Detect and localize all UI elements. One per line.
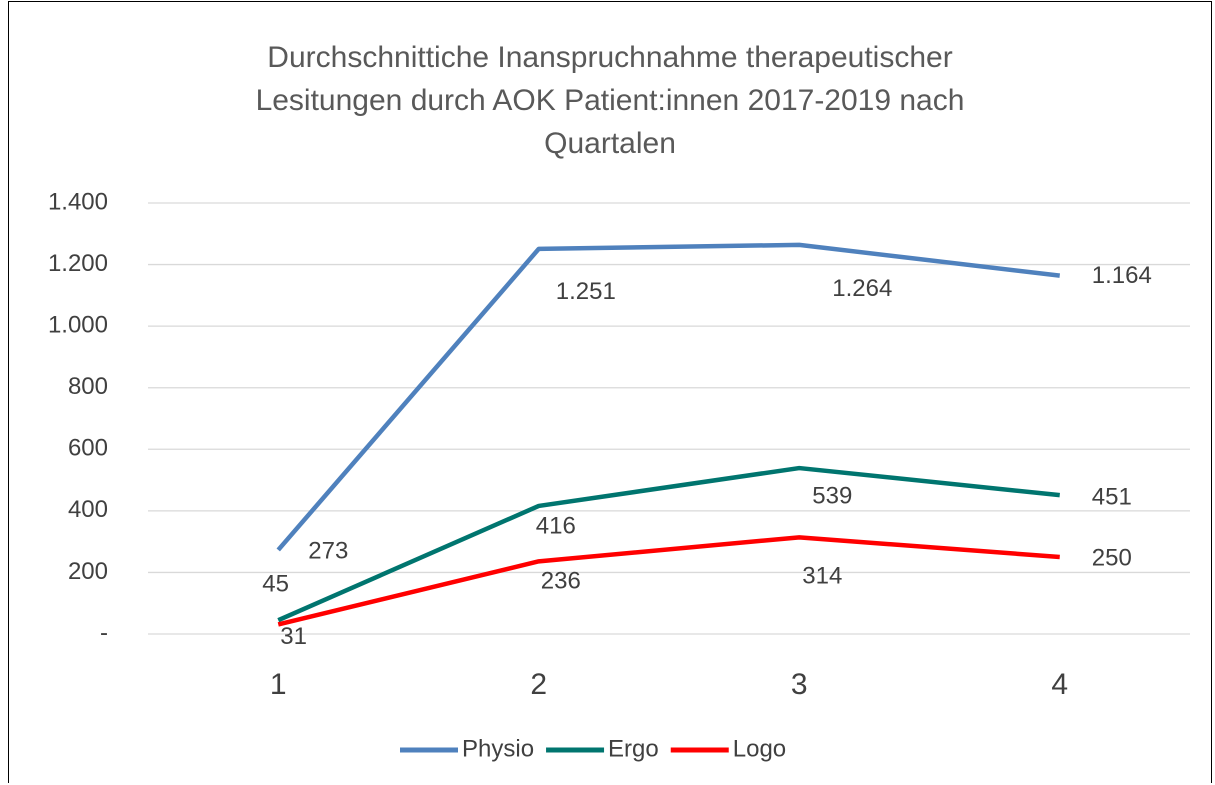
legend-label: Ergo (608, 735, 659, 762)
data-label: 314 (802, 563, 842, 590)
legend-label: Physio (462, 735, 534, 762)
data-label: 273 (308, 537, 348, 564)
data-label: 451 (1092, 484, 1132, 511)
data-label: 1.264 (832, 275, 892, 302)
data-label: 539 (812, 482, 852, 509)
data-label: 416 (536, 512, 576, 539)
chart-title: Durchschnittiche Inanspruchnahme therape… (255, 41, 965, 160)
x-tick-label: 3 (791, 668, 808, 701)
y-tick-label: 1.400 (48, 188, 108, 215)
chart-frame (8, 1, 1212, 783)
y-tick-label: 800 (68, 373, 108, 400)
x-tick-label: 2 (530, 668, 547, 701)
series-line (276, 242, 1061, 552)
data-label: 1.164 (1092, 262, 1152, 289)
x-tick-label: 1 (270, 668, 287, 701)
data-label: 45 (262, 570, 289, 597)
series-line (277, 465, 1060, 623)
data-label: 31 (280, 623, 307, 650)
y-tick-label: 1.000 (48, 311, 108, 338)
y-tick-label: - (100, 619, 108, 646)
y-tick-label: 400 (68, 496, 108, 523)
series-line (277, 535, 1060, 627)
y-tick-label: 600 (68, 435, 108, 462)
y-tick-label: 1.200 (48, 250, 108, 277)
y-tick-label: 200 (68, 558, 108, 585)
data-label: 236 (541, 568, 581, 595)
x-tick-label: 4 (1051, 668, 1068, 701)
data-label: 1.251 (556, 278, 616, 305)
legend-label: Logo (733, 735, 786, 762)
data-label: 250 (1092, 544, 1132, 571)
